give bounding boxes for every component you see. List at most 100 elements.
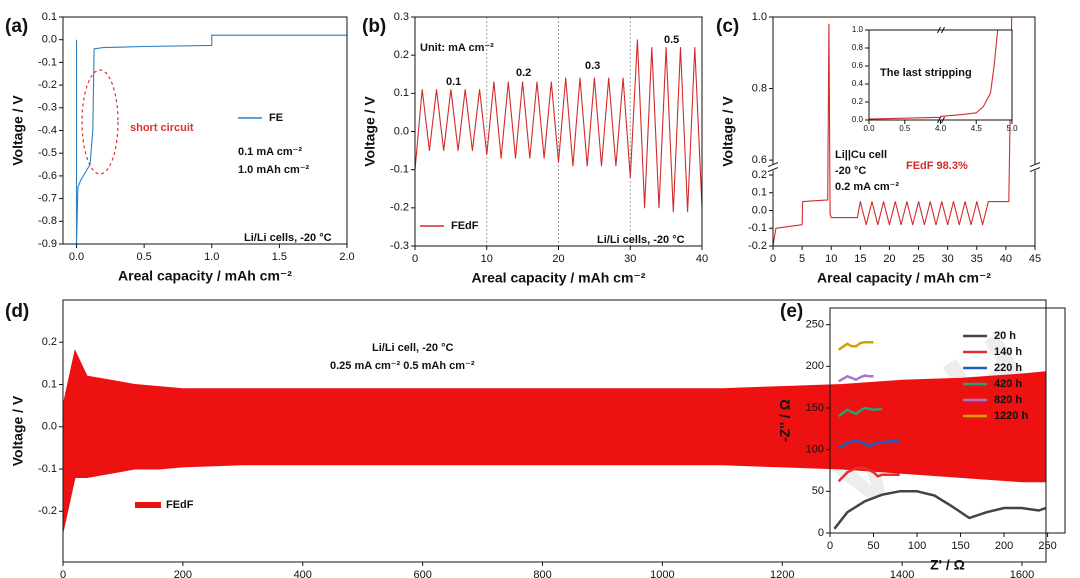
x-tick-label: 0.5	[136, 251, 151, 263]
x-tick-label: 1400	[890, 569, 914, 578]
y-tick-label: 0.8	[752, 82, 767, 94]
panel: 0 10 20 30 40 0.3 0.2 0.1 0.0 -0.1 -0.2 -0.3 Areal c…	[362, 11, 708, 286]
x-tick-label: 0	[770, 253, 776, 265]
annotation: 0.25 mA cm⁻² 0.5 mAh cm⁻²	[330, 360, 475, 372]
x-tick-label: 0	[827, 540, 833, 552]
x-tick-label: 2.0	[339, 251, 354, 263]
x-tick-label: 150	[951, 540, 969, 552]
y-tick-label: -0.3	[38, 102, 57, 114]
x-tick-label: 15	[854, 253, 866, 265]
plot-area	[868, 29, 999, 120]
y-tick-label: 0.0	[752, 204, 767, 216]
y-tick-label: 1.0	[752, 11, 767, 23]
series-line	[838, 439, 900, 450]
series-line	[414, 39, 703, 213]
panel: 0.0 0.5 1.0 1.5 2.0 0.1 0.0 -0.1 -0.2 -0.3 -0.4 -0.…	[5, 11, 355, 284]
y-tick-label: -0.5	[38, 147, 57, 159]
x-tick-label: 40	[1000, 253, 1012, 265]
plot-area	[772, 16, 1013, 247]
annotation: Unit: mA cm⁻²	[420, 42, 494, 54]
annotation: 0.1 mA cm⁻²	[238, 146, 302, 158]
legend-label: 420 h	[994, 378, 1022, 390]
x-tick-label: 250	[1038, 540, 1056, 552]
x-tick-label: 800	[533, 569, 551, 578]
annotation: Li/Li cell, -20 °C	[372, 342, 453, 354]
series-line	[868, 29, 999, 120]
legend-label: 820 h	[994, 394, 1022, 406]
plot-frame	[829, 307, 1066, 534]
y-tick-label: 0.4	[852, 79, 864, 88]
y-tick-label: 50	[812, 485, 824, 497]
x-tick-label: 1200	[770, 569, 794, 578]
x-tick-label: 4.5	[971, 124, 983, 133]
annotation: The last stripping	[880, 67, 972, 79]
axis-break	[937, 116, 945, 124]
series-line	[75, 34, 347, 245]
y-tick-label: 0.0	[852, 115, 864, 124]
panel: 0 50 100 150 200 250 0 50 100 150 200 250 Z' / Ω -Z''…	[777, 301, 1066, 573]
axis-break	[937, 26, 945, 34]
x-tick-label: 5.0	[1006, 124, 1018, 133]
panel-label: (b)	[362, 16, 386, 37]
short-circuit-marker	[81, 69, 119, 175]
y-tick-label: 150	[806, 402, 824, 414]
y-tick-label: 0.2	[852, 97, 864, 106]
upper-envelope	[62, 349, 1047, 406]
annotation: 0.2 mA cm⁻²	[835, 181, 899, 193]
x-axis-label: Z' / Ω	[930, 557, 965, 573]
y-tick-label: 0.3	[394, 11, 409, 23]
annotation: short circuit	[130, 122, 194, 134]
x-tick-label: 10	[825, 253, 837, 265]
panel-label: (c)	[716, 16, 739, 37]
y-tick-label: -0.3	[390, 240, 409, 252]
y-tick-label: 0.0	[42, 34, 57, 46]
y-tick-label: -0.4	[38, 124, 57, 136]
annotation: 0.5	[664, 34, 679, 46]
annotation: 0.2	[516, 67, 531, 79]
y-tick-label: -0.2	[38, 79, 57, 91]
y-tick-label: 250	[806, 319, 824, 331]
y-tick-label: -0.6	[38, 170, 57, 182]
y-tick-label: -0.1	[390, 164, 409, 176]
y-tick-label: 100	[806, 444, 824, 456]
y-tick-label: -0.1	[38, 56, 57, 68]
legend-label: FE	[269, 112, 283, 124]
x-tick-label: 30	[942, 253, 954, 265]
x-tick-label: 4.0	[935, 124, 947, 133]
series-line	[772, 16, 1013, 247]
plot-frame	[414, 16, 703, 247]
x-tick-label: 1000	[650, 569, 674, 578]
x-axis-label: Areal capacity / mAh cm⁻²	[817, 270, 991, 286]
plot-area	[833, 340, 1047, 530]
x-tick-label: 1600	[1010, 569, 1034, 578]
x-tick-label: 10	[481, 253, 493, 265]
annotation: FEdF 98.3%	[906, 160, 968, 172]
y-tick-label: 0.0	[42, 421, 57, 433]
y-tick-label: -0.7	[38, 193, 57, 205]
annotation: 0.1	[446, 76, 461, 88]
y-tick-label: 0.8	[852, 43, 864, 52]
y-tick-label: 0.1	[42, 378, 57, 390]
annotation: Li||Cu cell	[835, 149, 887, 161]
plot-area	[75, 34, 347, 245]
x-axis-label: Areal capacity / mAh cm⁻²	[118, 268, 292, 284]
x-tick-label: 400	[294, 569, 312, 578]
axis-break	[767, 162, 779, 173]
y-tick-label: 0.1	[394, 87, 409, 99]
x-tick-label: 35	[971, 253, 983, 265]
y-tick-label: -0.2	[748, 240, 767, 252]
legend-label: 220 h	[994, 362, 1022, 374]
legend-swatch	[135, 502, 161, 508]
x-tick-label: 0.0	[69, 251, 84, 263]
y-axis-label: Voltage / V	[362, 96, 378, 167]
series-line	[837, 406, 883, 418]
x-tick-label: 5	[799, 253, 805, 265]
x-tick-label: 0.5	[899, 124, 911, 133]
y-tick-label: -0.2	[38, 505, 57, 517]
x-tick-label: 0	[412, 253, 418, 265]
y-tick-label: -0.1	[38, 463, 57, 475]
x-tick-label: 45	[1029, 253, 1041, 265]
y-tick-label: -0.1	[748, 222, 767, 234]
annotation: 0.3	[585, 60, 600, 72]
x-tick-label: 50	[867, 540, 879, 552]
